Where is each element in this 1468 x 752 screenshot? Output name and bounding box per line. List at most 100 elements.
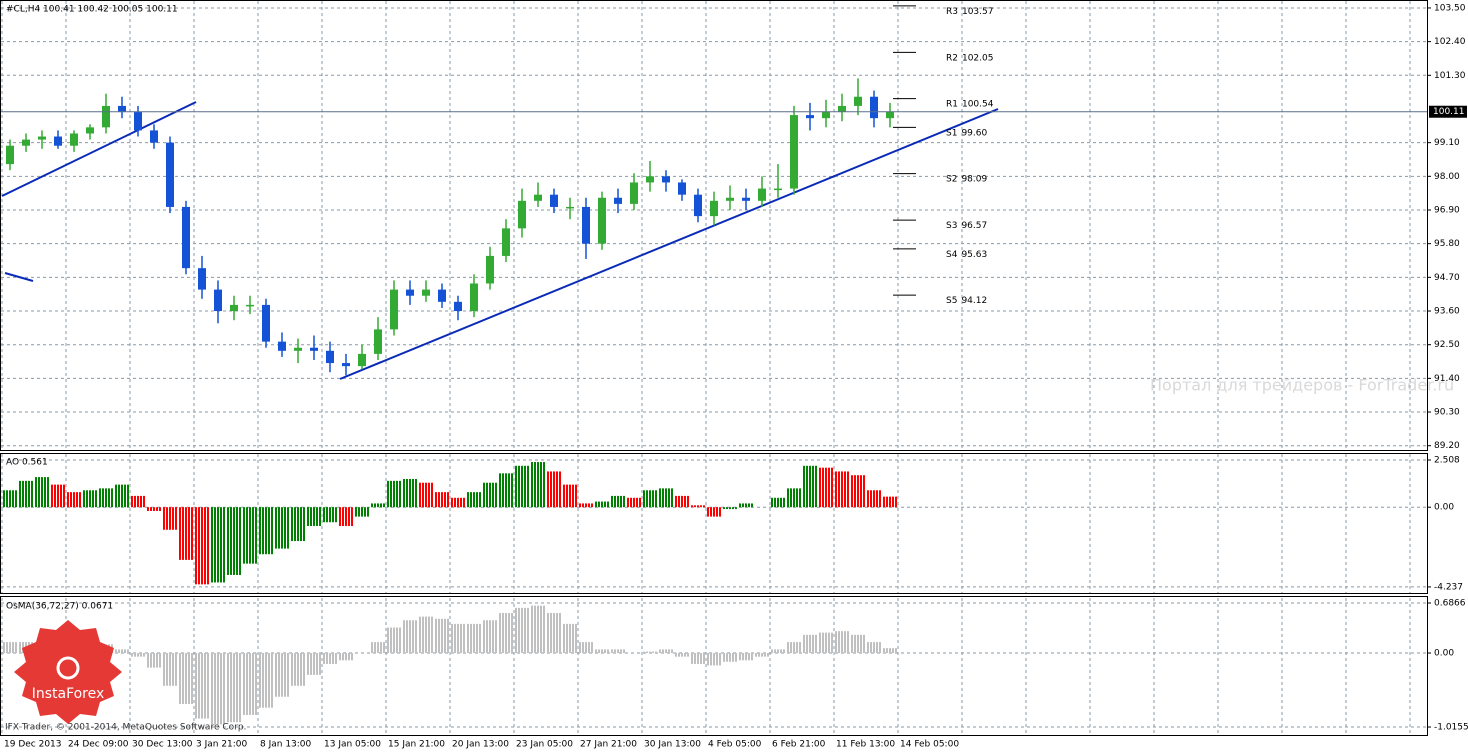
pivot-value: 95.63 <box>961 249 987 259</box>
x-tick-label: 13 Jan 05:00 <box>324 740 381 750</box>
histogram-bar <box>243 507 257 564</box>
candle-body <box>566 206 574 209</box>
candle-body <box>694 194 702 217</box>
candle-body <box>150 130 158 143</box>
candle-body <box>646 176 654 183</box>
histogram-bar <box>787 488 801 508</box>
histogram-bar <box>515 607 529 654</box>
histogram-bar <box>211 507 225 583</box>
candle-body <box>22 139 30 146</box>
histogram-bar <box>99 488 113 508</box>
histogram-bar <box>3 642 17 654</box>
histogram-bar <box>707 507 721 517</box>
histogram-bar <box>3 490 17 508</box>
candle-body <box>790 115 798 189</box>
histogram-bar <box>515 465 529 508</box>
pivot-label: S2 98.09 <box>946 174 987 184</box>
pivot-name: R2 <box>946 53 958 63</box>
histogram-bar <box>291 507 305 542</box>
pivot-label: R2 102.05 <box>946 53 993 63</box>
candle-body <box>422 289 430 296</box>
panel-border <box>0 0 1428 451</box>
histogram-bar <box>675 495 689 508</box>
candle-body <box>550 194 558 207</box>
candle-body <box>678 182 686 195</box>
histogram-bar <box>403 620 417 654</box>
histogram-bar <box>467 492 481 508</box>
histogram-bar <box>147 507 161 511</box>
histogram-bar <box>595 501 609 508</box>
x-tick-label: 8 Jan 13:00 <box>260 740 312 750</box>
candle-body <box>870 96 878 119</box>
candle-body <box>518 200 526 229</box>
pivot-name: S2 <box>946 174 957 184</box>
candle-body <box>806 115 814 119</box>
histogram-bar <box>627 497 641 508</box>
histogram-bar <box>723 653 737 662</box>
x-tick-label: 24 Dec 09:00 <box>68 740 129 750</box>
candle-body <box>822 112 830 119</box>
candle-body <box>774 188 782 191</box>
histogram-bar <box>131 653 145 657</box>
pivot-label: S1 99.60 <box>946 128 987 138</box>
histogram-bar <box>883 496 897 508</box>
candle-body <box>230 304 238 312</box>
histogram-bar <box>387 480 401 508</box>
y-tick-label: 0.00 <box>1434 503 1454 513</box>
histogram-bar <box>307 653 321 675</box>
x-tick-label: 30 Jan 13:00 <box>644 740 701 750</box>
candle-body <box>166 142 174 207</box>
histogram-bar <box>579 642 593 654</box>
trendline <box>1 101 197 197</box>
candle-body <box>54 136 62 146</box>
histogram-bar <box>707 653 721 666</box>
last-price-label: 100.11 <box>1433 107 1465 117</box>
candle-body <box>502 228 510 256</box>
histogram-bar <box>163 507 177 530</box>
x-tick-label: 11 Feb 13:00 <box>836 740 895 750</box>
histogram-bar <box>451 623 465 654</box>
histogram-bar <box>691 653 705 664</box>
candle-body <box>886 111 894 119</box>
y-tick-label: 0.00 <box>1434 649 1454 659</box>
histogram-bar <box>275 507 289 549</box>
histogram-bar <box>643 651 657 654</box>
histogram-bar <box>723 507 737 510</box>
y-tick-label: 90.30 <box>1434 408 1460 418</box>
candle-body <box>374 329 382 354</box>
panel-border <box>0 596 1428 736</box>
y-tick-label: 94.70 <box>1434 273 1460 283</box>
histogram-bar <box>131 495 145 508</box>
x-tick-label: 27 Jan 21:00 <box>580 740 637 750</box>
x-tick-label: 3 Jan 21:00 <box>196 740 248 750</box>
candle-body <box>310 347 318 351</box>
histogram-bar <box>739 503 753 508</box>
x-tick-label: 20 Jan 13:00 <box>452 740 509 750</box>
histogram-bar <box>595 649 609 654</box>
histogram-bar <box>771 649 785 654</box>
trendline <box>339 108 999 380</box>
candle-body <box>742 197 750 201</box>
candle-body <box>758 188 766 201</box>
marks: 19 Dec 2013 24 Dec 09:00 30 Dec 13:00 3 Jan… <box>1 3 1468 750</box>
histogram-bar <box>371 503 385 508</box>
histogram-bar <box>227 507 241 575</box>
y-tick-label: -1.0155 <box>1434 723 1468 733</box>
histogram-bar <box>803 634 817 654</box>
histogram-bar <box>67 492 81 508</box>
histogram-bar <box>35 477 49 508</box>
histogram-bar <box>547 471 561 508</box>
logo-icon <box>56 656 80 680</box>
histogram-bar <box>691 505 705 508</box>
histogram-bar <box>643 490 657 508</box>
pivot-label: S4 95.63 <box>946 249 987 259</box>
candle-body <box>614 197 622 204</box>
last-price-box <box>1429 105 1467 118</box>
histogram-bar <box>819 467 833 508</box>
histogram-bar <box>259 507 273 555</box>
histogram-bar <box>403 478 417 508</box>
histogram-bar <box>115 649 129 654</box>
x-tick-label: 6 Feb 21:00 <box>772 740 826 750</box>
histogram-bar <box>499 473 513 508</box>
candle-body <box>406 289 414 296</box>
